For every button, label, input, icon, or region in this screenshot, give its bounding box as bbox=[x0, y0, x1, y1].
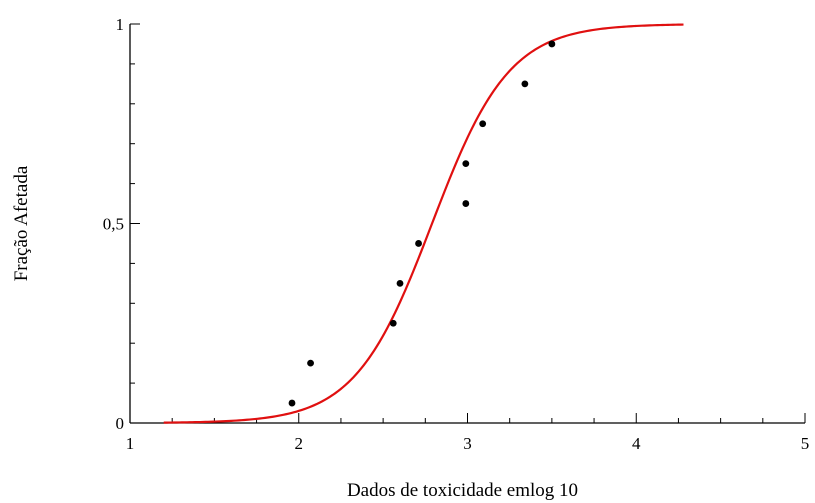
data-point bbox=[396, 279, 404, 287]
x-tick-label: 2 bbox=[295, 434, 304, 453]
x-tick-label: 5 bbox=[801, 434, 810, 453]
y-ticks: 00,51 bbox=[103, 15, 140, 433]
data-point bbox=[548, 40, 556, 48]
x-axis-title: Dados de toxicidade emlog 10 bbox=[347, 480, 578, 501]
data-point bbox=[389, 319, 397, 327]
data-point bbox=[521, 80, 529, 88]
y-tick-label: 1 bbox=[116, 15, 125, 34]
data-points bbox=[288, 40, 556, 407]
x-ticks: 1 2 3 4 5 bbox=[126, 413, 810, 453]
x-tick-label: 1 bbox=[126, 434, 135, 453]
data-point bbox=[415, 240, 422, 247]
y-tick-label: 0 bbox=[116, 414, 125, 433]
y-tick-label: 0,5 bbox=[103, 215, 124, 234]
data-point bbox=[288, 399, 296, 407]
data-point bbox=[462, 160, 470, 168]
x-tick-label: 4 bbox=[632, 434, 641, 453]
data-point bbox=[307, 359, 314, 367]
axes bbox=[129, 24, 805, 424]
x-tick-label: 3 bbox=[463, 434, 472, 453]
fit-curve bbox=[163, 23, 684, 424]
y-axis-title: Fração Afetada bbox=[11, 165, 32, 281]
data-point bbox=[479, 120, 487, 128]
data-point bbox=[462, 200, 470, 207]
